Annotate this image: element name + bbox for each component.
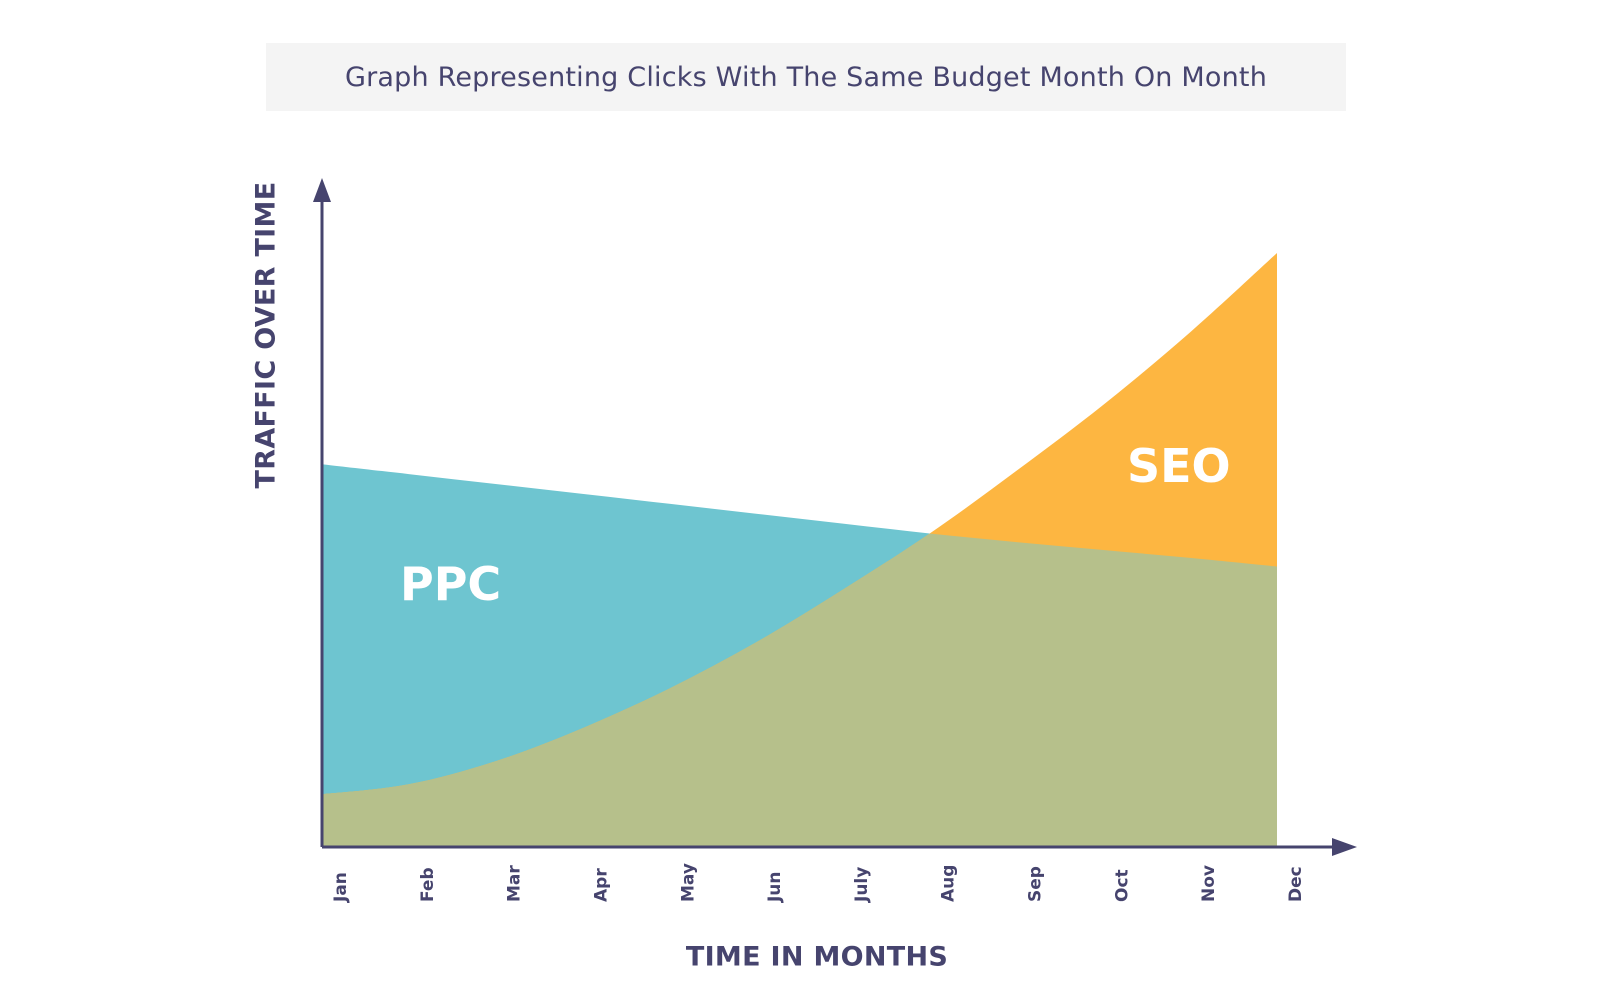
x-tick-label: Sep: [1026, 866, 1046, 902]
chart-areas: [322, 253, 1277, 847]
x-tick-label: Apr: [591, 868, 611, 902]
x-tick-label: Aug: [939, 865, 959, 902]
seo-series-label: SEO: [1127, 439, 1231, 493]
chart-axes: [313, 178, 1357, 856]
series-labels: PPC SEO: [400, 439, 1231, 611]
x-axis-label: TIME IN MONTHS: [685, 941, 949, 973]
x-tick-label: May: [678, 863, 698, 902]
x-axis-arrow-icon: [1332, 838, 1357, 856]
x-tick-label: Dec: [1286, 866, 1306, 902]
x-tick-labels: Jan Feb Mar Apr May Jun July Aug Sep Oct Nov Dec: [331, 863, 1306, 903]
x-tick-label: July: [852, 867, 872, 903]
chart-title: Graph Representing Clicks With The Same …: [344, 61, 1268, 93]
x-tick-label: Feb: [418, 867, 438, 902]
x-tick-label: Jun: [765, 871, 785, 903]
x-tick-label: Nov: [1199, 865, 1219, 902]
x-tick-label: Mar: [505, 865, 525, 902]
y-axis-arrow-icon: [313, 178, 331, 202]
x-tick-label: Jan: [331, 872, 351, 903]
x-tick-label: Oct: [1112, 869, 1132, 902]
chart-title-box: Graph Representing Clicks With The Same …: [266, 43, 1346, 111]
y-axis-label: TRAFFIC OVER TIME: [250, 181, 282, 489]
ppc-series-label: PPC: [400, 557, 501, 611]
